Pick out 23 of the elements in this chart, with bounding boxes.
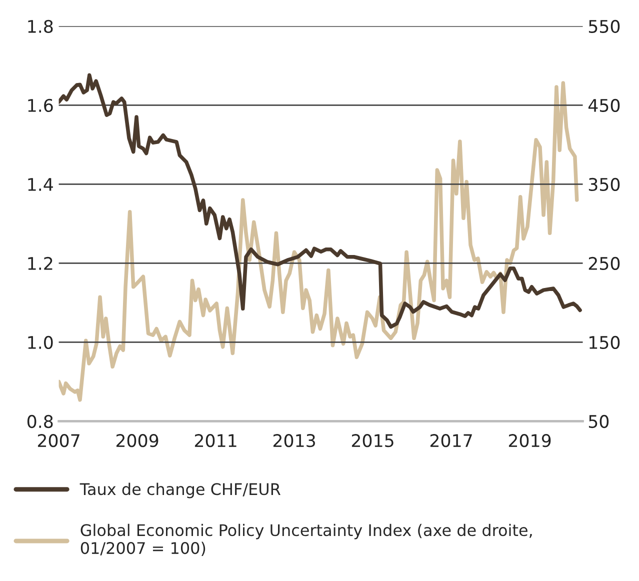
x-tick-label: 2007: [38, 434, 80, 448]
x-tick-label: 2019: [508, 434, 551, 448]
y2-tick-label: 150: [590, 336, 620, 350]
x-tick-label: 2017: [430, 434, 472, 448]
y2-tick-label: 550: [588, 20, 620, 33]
y-tick-label: 1.2: [28, 256, 52, 270]
x-tick-label: 2015: [352, 434, 394, 448]
y2-tick-label: 250: [588, 256, 620, 270]
x-tick-label: 2009: [116, 434, 158, 448]
y-tick-label: 1.6: [28, 98, 53, 112]
y-tick-label: 1.0: [28, 336, 53, 350]
y-tick-label: 0.8: [27, 414, 53, 428]
line-series: [58, 81, 579, 402]
y2-tick-label: 50: [588, 414, 609, 428]
legend-label: Taux de change CHF/EUR: [80, 482, 280, 498]
y2-tick-label: 350: [588, 178, 620, 192]
y-tick-label: 1.4: [28, 178, 53, 191]
y-tick-label: 1.8: [28, 20, 53, 33]
y2-tick-label: 450: [588, 98, 620, 112]
x-tick-label: 2013: [273, 434, 315, 448]
legend-label: Global Economic Policy Uncertainty Index (axe de droite, 01/2007 = 100): [80, 524, 532, 556]
x-tick-label: 2011: [194, 434, 236, 448]
line-series: [58, 73, 582, 329]
